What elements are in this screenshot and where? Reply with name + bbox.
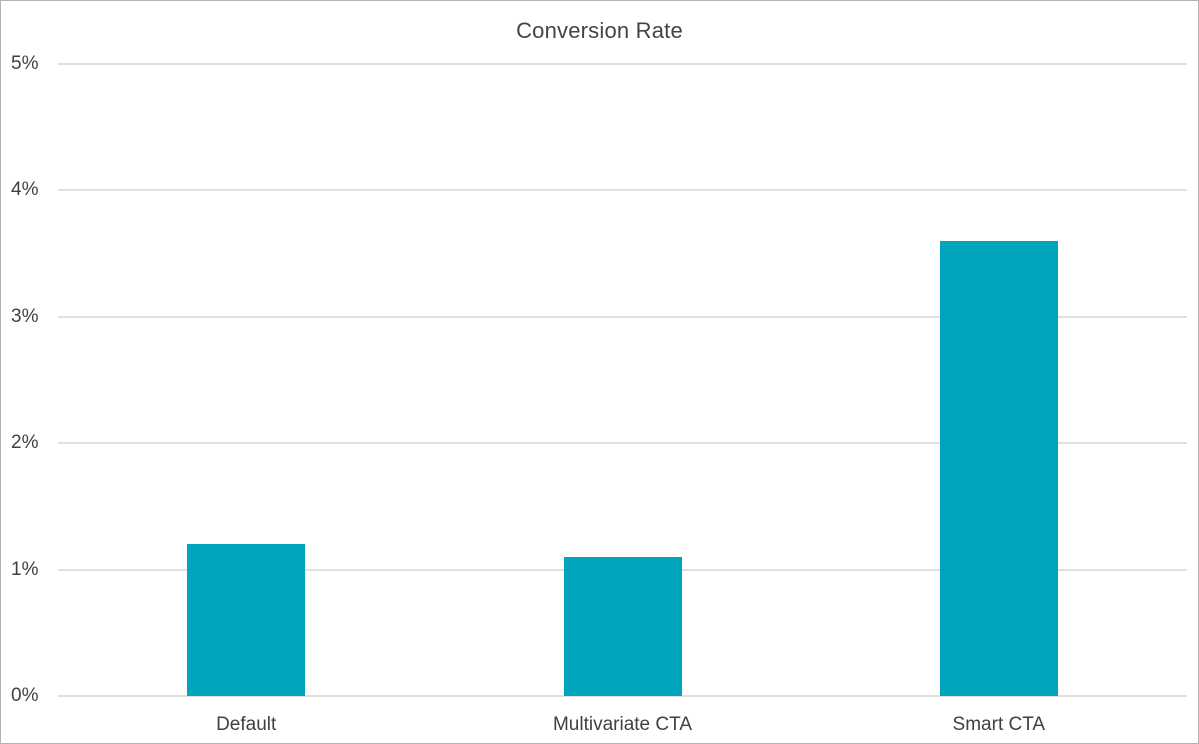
y-tick-label: 0% — [11, 685, 39, 706]
y-tick-label: 5% — [11, 53, 39, 74]
y-tick-label: 3% — [11, 305, 39, 327]
gridline — [58, 442, 1187, 445]
bar-default — [187, 544, 306, 696]
x-category-label: Smart CTA — [952, 714, 1046, 735]
gridline — [58, 63, 1187, 65]
y-tick-label: 4% — [11, 179, 39, 201]
gridline — [58, 695, 1187, 697]
x-category-label: Default — [216, 714, 277, 735]
bar-multivariate-cta — [563, 556, 682, 696]
bar-smart-cta — [939, 240, 1058, 696]
y-tick-label: 1% — [11, 558, 39, 580]
y-tick-label: 2% — [11, 432, 39, 454]
gridline — [58, 315, 1187, 318]
chart-title: Conversion Rate — [516, 18, 683, 43]
x-category-label: Multivariate CTA — [552, 714, 692, 735]
gridline — [58, 189, 1187, 192]
